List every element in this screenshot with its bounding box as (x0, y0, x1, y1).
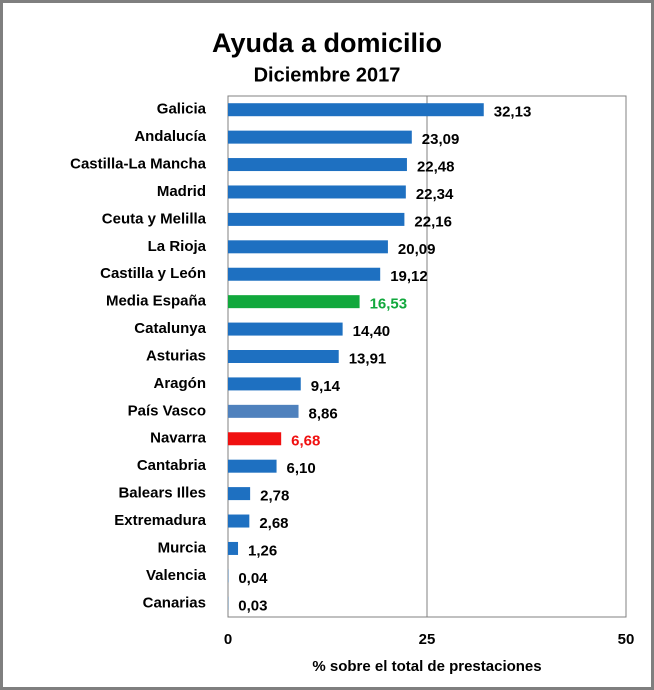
value-label: 9,14 (311, 378, 341, 395)
bar (228, 350, 339, 363)
bar (228, 322, 343, 336)
value-label: 22,34 (416, 186, 454, 203)
y-tick-label: Balears Illes (118, 485, 206, 502)
value-label: 32,13 (494, 104, 532, 121)
y-tick-label: Castilla y León (100, 265, 206, 282)
value-label: 23,09 (422, 131, 460, 148)
x-tick-label: 25 (419, 631, 436, 648)
value-label: 0,04 (238, 570, 268, 587)
x-axis-label: % sobre el total de prestaciones (312, 658, 541, 675)
value-label: 22,48 (417, 159, 455, 176)
bar (228, 541, 239, 555)
value-label: 6,68 (291, 433, 320, 450)
bar (228, 459, 277, 473)
bar (228, 295, 360, 309)
y-tick-label: Cantabria (137, 457, 207, 474)
y-tick-label: Media España (106, 293, 207, 310)
chart-title: Ayuda a domicilio (212, 28, 442, 58)
value-label: 13,91 (349, 350, 387, 367)
y-tick-label: País Vasco (128, 402, 206, 419)
x-tick-label: 0 (224, 631, 232, 648)
bar (228, 377, 301, 391)
bar (228, 185, 406, 199)
x-tick-label: 50 (618, 631, 635, 648)
bar (228, 240, 388, 254)
bar (228, 158, 407, 172)
y-tick-label: Ceuta y Melilla (102, 210, 207, 227)
value-label: 22,16 (414, 213, 452, 230)
y-tick-label: Andalucía (134, 128, 206, 145)
bar (228, 487, 251, 501)
value-label: 6,10 (287, 460, 316, 477)
bar (228, 432, 282, 446)
y-tick-label: Extremadura (114, 512, 206, 529)
y-tick-label: Catalunya (134, 320, 206, 337)
value-label: 14,40 (353, 323, 391, 340)
value-label: 19,12 (390, 268, 428, 285)
bar (228, 404, 299, 418)
y-tick-label: Aragón (154, 375, 207, 392)
value-label: 2,78 (260, 488, 289, 505)
bar (228, 130, 412, 144)
chart-subtitle: Diciembre 2017 (254, 64, 401, 86)
value-label: 16,53 (370, 296, 408, 313)
value-label: 2,68 (259, 515, 288, 532)
value-label: 8,86 (309, 405, 338, 422)
y-tick-label: Asturias (146, 347, 206, 364)
bar (228, 212, 405, 226)
bar (228, 103, 484, 117)
y-tick-label: Castilla-La Mancha (70, 156, 207, 173)
value-label: 0,03 (238, 597, 267, 614)
bar (228, 267, 381, 281)
y-tick-label: La Rioja (148, 238, 207, 255)
y-tick-label: Canarias (143, 594, 206, 611)
y-tick-label: Murcia (158, 539, 207, 556)
y-tick-label: Navarra (150, 430, 207, 447)
y-tick-label: Valencia (146, 567, 207, 584)
value-label: 1,26 (248, 542, 277, 559)
bar (228, 514, 250, 528)
y-tick-label: Madrid (157, 183, 206, 200)
y-tick-label: Galicia (157, 101, 207, 118)
value-label: 20,09 (398, 241, 436, 258)
